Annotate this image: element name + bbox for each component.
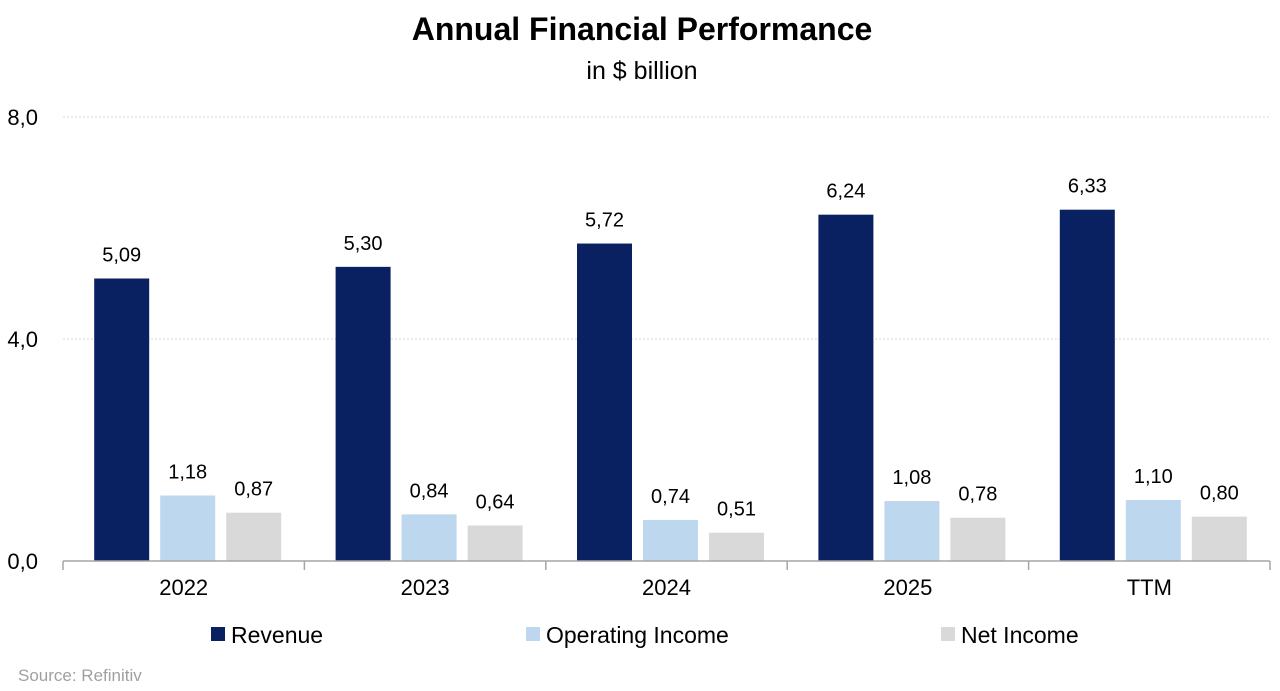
legend-swatch [526,627,540,641]
y-tick-label: 8,0 [7,105,38,130]
data-label: 5,72 [585,210,624,232]
bar-net-income [1191,516,1247,561]
y-axis-tick-labels: 0,0 4,0 8,0 [7,105,38,574]
data-label: 0,78 [958,484,997,506]
x-category-label: 2023 [401,575,450,600]
data-label: 1,08 [892,467,931,489]
data-label: 5,09 [102,245,141,267]
data-label: 0,74 [651,486,690,508]
bar-revenue [94,278,150,561]
bar-net-income [226,512,282,561]
x-axis-category-labels: 2022 2023 2024 2025 TTM [159,575,1172,600]
data-label: 1,10 [1134,466,1173,488]
data-label: 1,18 [168,462,207,484]
legend-label: Operating Income [546,622,729,648]
data-label: 0,84 [410,480,449,502]
data-labels: 5,09 1,18 0,87 5,30 0,84 0,64 5,72 0,74 0,51 6,24… [102,176,1239,521]
legend-swatch [941,627,955,641]
data-label: 0,87 [234,479,273,501]
bar-operating-income [884,501,940,561]
data-label: 0,80 [1200,483,1239,505]
data-label: 0,64 [476,491,515,513]
y-tick-label: 0,0 [7,549,38,574]
legend: Revenue Operating Income Net Income [211,622,1079,648]
legend-label: Revenue [231,622,323,648]
bars [94,209,1247,562]
bar-operating-income [643,519,698,561]
chart-subtitle: in $ billion [586,57,697,85]
x-category-label: 2025 [883,575,932,600]
x-category-label: 2022 [159,575,208,600]
bar-net-income [950,517,1006,561]
x-axis [62,560,1271,570]
bar-operating-income [401,514,457,561]
chart-title: Annual Financial Performance [412,11,873,47]
bar-net-income [709,532,764,561]
bar-revenue [1059,209,1115,561]
x-category-label: TTM [1127,575,1172,600]
bar-revenue [818,214,874,561]
legend-swatch [211,627,225,641]
source-note: Source: Refinitiv [18,666,142,685]
bar-operating-income [1125,499,1181,561]
x-category-label: 2024 [642,575,691,600]
bar-revenue [335,266,391,561]
legend-label: Net Income [961,622,1079,648]
data-label: 5,30 [344,233,383,255]
data-label: 0,51 [717,499,756,521]
bar-operating-income [160,495,216,561]
data-label: 6,33 [1068,176,1107,198]
y-tick-label: 4,0 [7,327,38,352]
bar-net-income [467,525,523,561]
data-label: 6,24 [826,181,865,203]
bar-revenue [577,243,632,562]
